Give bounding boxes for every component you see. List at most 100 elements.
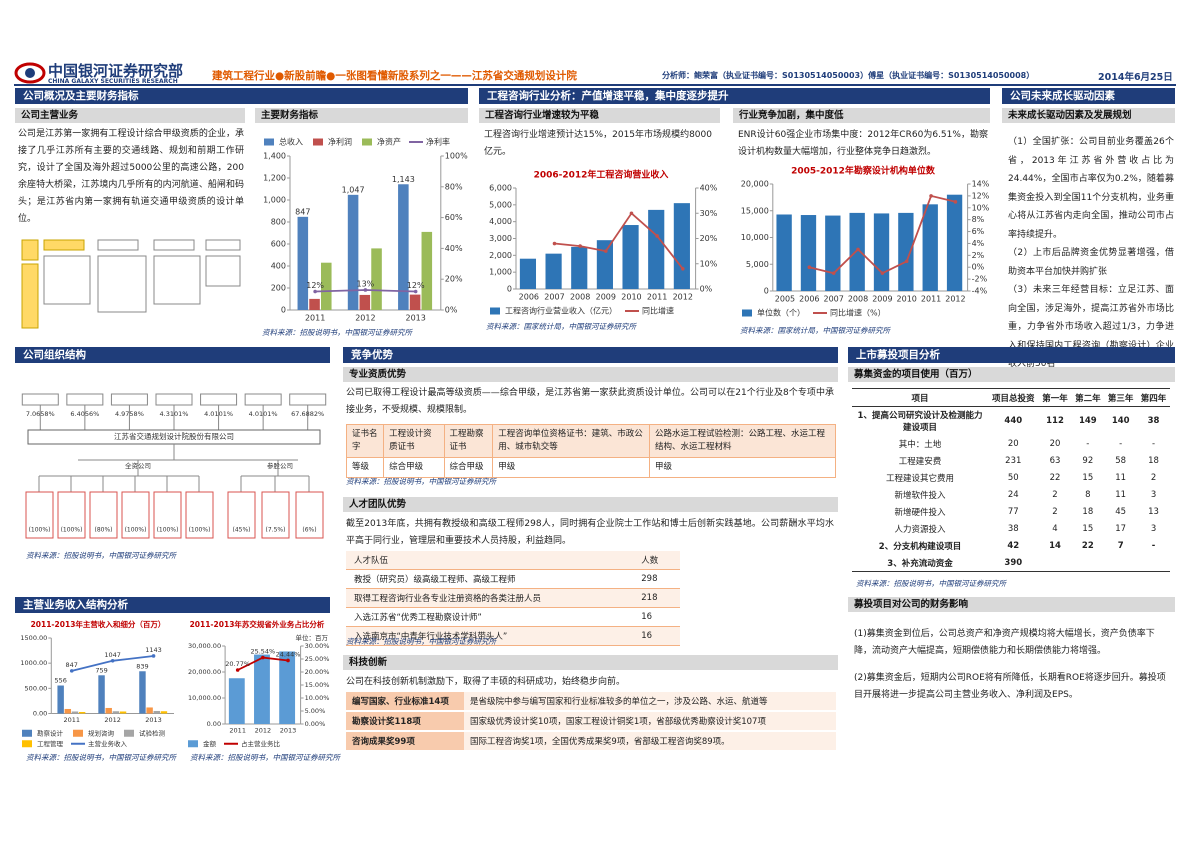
x-tick-label: 2010 <box>897 295 917 304</box>
table-cell: 231 <box>1005 455 1022 466</box>
table-cell: 综合甲级 <box>383 457 445 478</box>
bar <box>57 685 64 714</box>
bar <box>119 711 127 714</box>
x-tick-label: 2012 <box>355 314 375 323</box>
table-cell: 22 <box>1049 472 1061 483</box>
subsidiary-box <box>153 491 182 539</box>
legend-item: 净利润 <box>313 137 352 147</box>
table-cell: 新增软件投入 <box>894 490 946 501</box>
x-tick-label: 2006 <box>799 295 819 304</box>
table-cell: 17 <box>1115 523 1127 534</box>
table-row: 咨询成果奖99项 国际工程咨询奖1项，全国优秀成果奖9项，省部级工程咨询奖89项。 <box>346 731 836 752</box>
logo-subtext: CHINA GALAXY SECURITIES RESEARCH <box>48 78 178 85</box>
table-cell <box>1137 554 1170 572</box>
y2-tick-label: 0% <box>445 306 458 315</box>
header-rule <box>14 84 1176 86</box>
paragraph: 工程咨询行业增速预计达15%，2015年市场规模约8000亿元。 <box>484 130 712 157</box>
line-point <box>953 200 958 204</box>
legend-item: 试验检测 <box>124 728 166 737</box>
stake-label: (100%) <box>157 527 179 534</box>
table-row: 取得工程咨询行业各专业注册资格的各类注册人员 218 <box>346 588 680 608</box>
table-cell: 工程设计资质证书 <box>383 424 445 458</box>
legend-item: 同比增速（%） <box>813 308 886 318</box>
line-point <box>552 241 557 246</box>
line-point <box>578 244 582 248</box>
table-cell: 1、提高公司研究设计及检测能力建设项目 <box>857 411 983 433</box>
table-row: 新增软件投入 24 2 8 11 3 <box>852 486 1170 503</box>
legend-swatch <box>22 729 32 737</box>
shareholder-box <box>244 393 282 406</box>
table-cell: 92 <box>1082 455 1094 466</box>
legend-label: 勘察设计 <box>37 728 64 737</box>
bar <box>421 231 433 310</box>
table-row: 新增硬件投入 77 2 18 45 13 <box>852 503 1170 520</box>
logo-icon <box>14 62 46 84</box>
table-cell: 50 <box>1007 472 1019 483</box>
legend-item: 净利率 <box>409 137 450 147</box>
data-label: 1047 <box>104 651 121 659</box>
y-tick-label: 500.00 <box>25 684 48 692</box>
table-cell: 16 <box>633 607 680 627</box>
legend-item: 同比增速 <box>625 306 674 316</box>
y2-tick-label: 10.00% <box>305 694 330 702</box>
y2-tick-label: 60% <box>445 213 463 222</box>
data-label: 847 <box>295 207 310 216</box>
x-tick-label: 2007 <box>823 295 843 304</box>
legend-item: 主营业务收入 <box>71 739 128 748</box>
legend-label: 净资产 <box>377 137 401 147</box>
line-point <box>880 271 885 275</box>
bar <box>98 675 105 714</box>
y-tick-label: 1000.00 <box>20 659 47 667</box>
y2-tick-label: 8% <box>972 215 985 224</box>
logo-text: 中国银河证券研究部 <box>48 62 184 80</box>
stake-label: 7.0658% <box>26 410 55 418</box>
legend-label: 金额 <box>203 739 217 748</box>
y2-tick-label: 30.00% <box>305 642 330 650</box>
table-row: 教授（研究员）级高级工程师、高级工程师 298 <box>346 569 680 589</box>
table-cell: 项目 <box>852 388 988 407</box>
data-label: 556 <box>54 677 66 685</box>
legend-label: 净利率 <box>426 137 450 147</box>
table-cell: 14 <box>1049 540 1061 551</box>
data-label: 839 <box>136 662 148 670</box>
source-note: 资料来源：招股说明书，中国银河证券研究所 <box>346 477 496 486</box>
line-point <box>110 659 115 663</box>
bar <box>297 216 309 310</box>
y2-tick-label: 100% <box>445 152 468 161</box>
legend-swatch <box>264 138 274 146</box>
table-cell: 45 <box>1115 506 1127 517</box>
y2-tick-label: 15.00% <box>305 681 330 689</box>
bar <box>825 215 841 291</box>
bar <box>776 214 792 291</box>
table-row: 入选南京市“中青年行业技术学科带头人” 16 <box>346 626 680 646</box>
table-cell: 20 <box>1049 438 1061 449</box>
section-heading: 公司概况及主要财务指标 <box>15 88 468 104</box>
x-tick-label: 2012 <box>104 716 121 724</box>
table-cell: 新增硬件投入 <box>894 507 946 518</box>
section-heading: 公司组织结构 <box>15 347 330 363</box>
x-tick-label: 2012 <box>945 295 965 304</box>
legend-item: 工程管理 <box>22 739 64 748</box>
legend: 金额 占主营业务比 <box>188 739 281 748</box>
table-cell: 第三年 <box>1104 388 1138 407</box>
table-cell: 工程建设其它费用 <box>885 473 954 484</box>
legend-swatch <box>22 740 32 748</box>
table-row: 编写国家、行业标准14项 是省级院中参与编写国家和行业标准较多的单位之一，涉及公路… <box>346 692 836 712</box>
table-cell: 3 <box>1150 489 1157 500</box>
legend-swatch <box>742 309 752 317</box>
report-date: 2014年6月25日 <box>1098 72 1173 83</box>
future-list: （1）全国扩张：公司目前业务覆盖26个省，2013年江苏省外营收占比为24.44… <box>1008 133 1174 374</box>
line-point <box>831 271 836 275</box>
y2-tick-label: -2% <box>972 275 988 284</box>
y-tick-label: 5,000 <box>489 200 512 209</box>
y-tick-label: 0.00 <box>33 710 47 718</box>
y-tick-label: 20,000.00 <box>188 668 221 676</box>
subsidiary-box <box>121 491 150 539</box>
x-tick-label: 2011 <box>229 727 246 735</box>
table-cell: 390 <box>1004 557 1023 568</box>
table-cell: 42 <box>1007 540 1020 551</box>
legend: 单位数（个） 同比增速（%） <box>742 308 886 318</box>
subheading: 未来成长驱动因素及发展规划 <box>1002 108 1175 123</box>
x-tick-label: 2008 <box>848 295 868 304</box>
table-cell: 人力资源投入 <box>894 524 946 535</box>
